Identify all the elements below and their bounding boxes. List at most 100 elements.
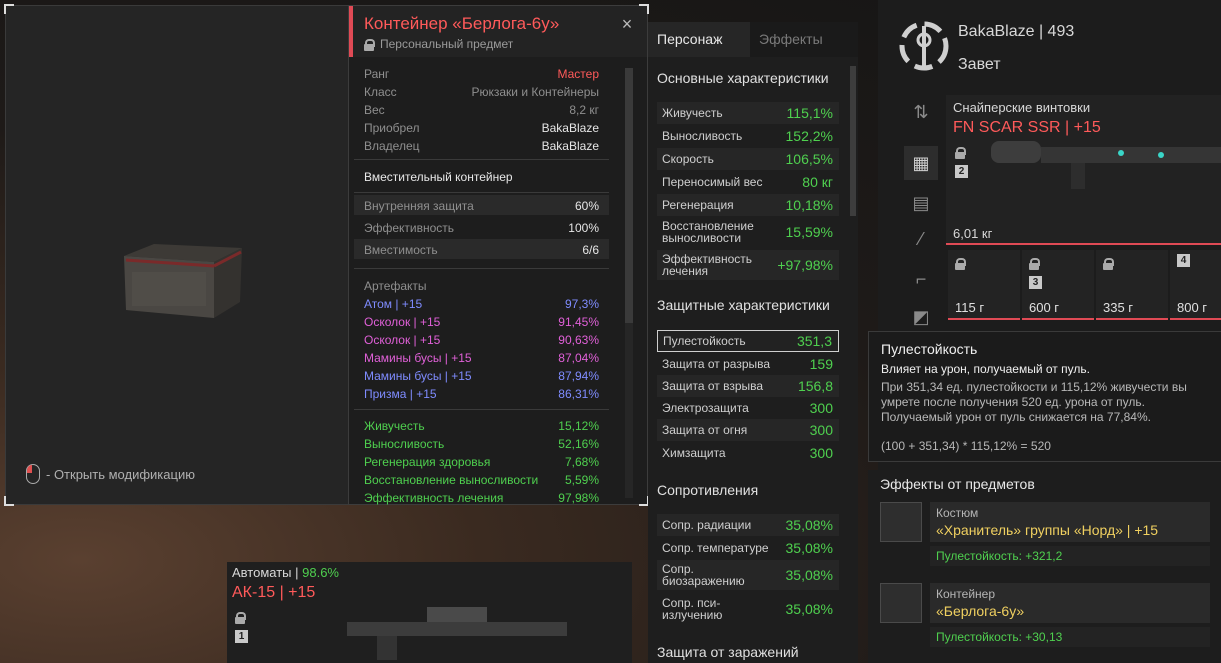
lock-icon (364, 38, 375, 51)
stat-row: Защита от взрыва 156,8 (657, 375, 839, 397)
stat-row: Сопр. биозаражению 35,08% (657, 560, 839, 590)
tab-effects[interactable]: Эффекты (750, 22, 858, 57)
bonus-row: Восстановление выносливости 5,59% (364, 473, 599, 487)
effect-bonus: Пулестойкость: +30,13 (930, 627, 1210, 647)
prop-row: Ранг Мастер (364, 67, 599, 81)
mouse-icon (26, 464, 40, 484)
open-mod-label: - Открыть модификацию (46, 466, 195, 482)
stat-row: Химзащита 300 (657, 442, 839, 464)
clan-emblem-icon (899, 21, 949, 71)
stat-row: Защита от разрыва 159 (657, 353, 839, 375)
bonus-row: Живучесть 15,12% (364, 419, 599, 433)
item-title: Контейнер «Берлога-6у» (364, 14, 560, 33)
stat-row: Выносливость 152,2% (657, 125, 839, 147)
container-thumbnail (880, 583, 922, 623)
artifact-row: Призма | +15 86,31% (364, 387, 599, 401)
stat-tooltip: Пулестойкость Влияет на урон, получаемый… (868, 331, 1221, 462)
bonus-row: Эффективность лечения 97,98% (364, 491, 599, 505)
divider (354, 192, 609, 193)
quick-slot[interactable]: 115 г (948, 250, 1020, 320)
effect-card[interactable]: Контейнер «Берлога-6у» Пулестойкость: +3… (880, 583, 1210, 647)
suit-thumbnail (880, 502, 922, 542)
container-stat-row: Эффективность 100% (364, 221, 599, 235)
scrollbar-thumb[interactable] (625, 68, 633, 323)
section-title: Основные характеристики (657, 70, 829, 86)
lock-icon (1029, 258, 1040, 270)
artifact-row: Осколок | +15 91,45% (364, 315, 599, 329)
container-crate-image (124, 244, 242, 318)
tooltip-formula: (100 + 351,34) * 115,12% = 520 (881, 439, 1051, 453)
bonus-row: Выносливость 52,16% (364, 437, 599, 451)
weapon-category: Автоматы | 98.6% (232, 565, 339, 580)
scrollbar-thumb[interactable] (850, 66, 856, 216)
open-modification-hint[interactable]: - Открыть модификацию (26, 464, 195, 484)
item-subtitle: Персональный предмет (364, 37, 513, 51)
rifle-icon[interactable]: ⁄ (919, 228, 923, 249)
artifact-row: Атом | +15 97,3% (364, 297, 599, 311)
stat-row: Восстановление выносливости 15,59% (657, 217, 839, 247)
effects-title: Эффекты от предметов (880, 476, 1035, 492)
lock-icon (235, 612, 246, 624)
stat-row-selected[interactable]: Пулестойкость 351,3 (657, 330, 839, 352)
sort-icon[interactable]: ⇅ (913, 101, 929, 122)
frame-corner (4, 4, 14, 14)
prop-row: Приобрел BakaBlaze (364, 121, 599, 135)
faction-name: Завет (958, 56, 1001, 73)
tooltip-line: умрете после получения 520 ед. урона от … (881, 395, 1145, 409)
sniper-rifle-image (991, 141, 1221, 189)
effect-card[interactable]: Костюм «Хранитель» группы «Норд» | +15 П… (880, 502, 1210, 566)
divider (354, 159, 609, 160)
container-type: Вместительный контейнер (364, 170, 513, 184)
stat-row: Живучесть 115,1% (657, 102, 839, 124)
grid-icon[interactable]: ▦ (904, 146, 938, 180)
stat-band (354, 239, 609, 259)
artifact-row: Мамины бусы | +15 87,94% (364, 369, 599, 383)
weapon-weight: 6,01 кг (953, 226, 993, 241)
weapon-category: Снайперские винтовки (953, 100, 1091, 115)
prop-row: Класс Рюкзаки и Контейнеры (364, 85, 599, 99)
bonus-row: Регенерация здоровья 7,68% (364, 455, 599, 469)
tooltip-line: При 351,34 ед. пулестойкости и 115,12% ж… (881, 380, 1187, 394)
effect-item-box: Костюм «Хранитель» группы «Норд» | +15 (930, 502, 1210, 542)
container-stat-row: Внутренняя защита 60% (364, 199, 599, 213)
quick-slot[interactable]: 3 600 г (1022, 250, 1094, 320)
stat-row: Сопр. пси-излучению 35,08% (657, 594, 839, 624)
weapon-name: АК-15 | +15 (232, 584, 316, 601)
stat-row: Переносимый вес 80 кг (657, 171, 839, 193)
section-title: Сопротивления (657, 482, 759, 498)
weapon-slot-ak[interactable]: Автоматы | 98.6% АК-15 | +15 1 (227, 562, 632, 663)
sniper-weapon-slot[interactable]: Снайперские винтовки FN SCAR SSR | +15 2… (946, 95, 1221, 245)
tooltip-line: Получаемый урон от пуль снижается на 77,… (881, 410, 1151, 424)
lock-icon (955, 258, 966, 270)
artifact-row: Осколок | +15 90,63% (364, 333, 599, 347)
quick-slot[interactable]: 335 г (1096, 250, 1168, 320)
slot-badge: 2 (955, 165, 968, 178)
pistol-icon[interactable]: ⌐ (915, 268, 927, 289)
item-header: Контейнер «Берлога-6у» Персональный пред… (349, 6, 647, 57)
divider (354, 409, 609, 410)
character-stats-panel: Персонаж Эффекты Основные характеристики… (648, 22, 858, 663)
frame-corner (639, 4, 649, 14)
effect-item-box: Контейнер «Берлога-6у» (930, 583, 1210, 623)
section-title: Защитные характеристики (657, 297, 830, 313)
quick-slot[interactable]: 4 800 г (1170, 250, 1221, 320)
stat-row: Эффективность лечения +97,98% (657, 250, 839, 280)
tooltip-title: Пулестойкость (881, 341, 978, 357)
stat-row: Регенерация 10,18% (657, 194, 839, 216)
stat-row: Электрозащита 300 (657, 397, 839, 419)
container-stat-row: Вместимость 6/6 (364, 243, 599, 257)
close-button[interactable]: × (621, 14, 633, 34)
item-effects-panel: Эффекты от предметов Костюм «Хранитель» … (868, 470, 1221, 663)
artifacts-heading: Артефакты (364, 279, 427, 293)
player-name: BakaBlaze | 493 (958, 23, 1075, 40)
item-info-panel: Контейнер «Берлога-6у» Персональный пред… (348, 4, 649, 506)
divider (354, 268, 609, 269)
section-title: Защита от заражений (657, 644, 799, 660)
tab-character[interactable]: Персонаж (648, 22, 750, 57)
prop-row: Владелец BakaBlaze (364, 139, 599, 153)
rifle-image (347, 607, 567, 660)
backpack-icon[interactable]: ▤ (912, 192, 930, 213)
melee-icon[interactable]: ◩ (912, 306, 930, 327)
artifact-row: Мамины бусы | +15 87,04% (364, 351, 599, 365)
prop-row: Вес 8,2 кг (364, 103, 599, 117)
